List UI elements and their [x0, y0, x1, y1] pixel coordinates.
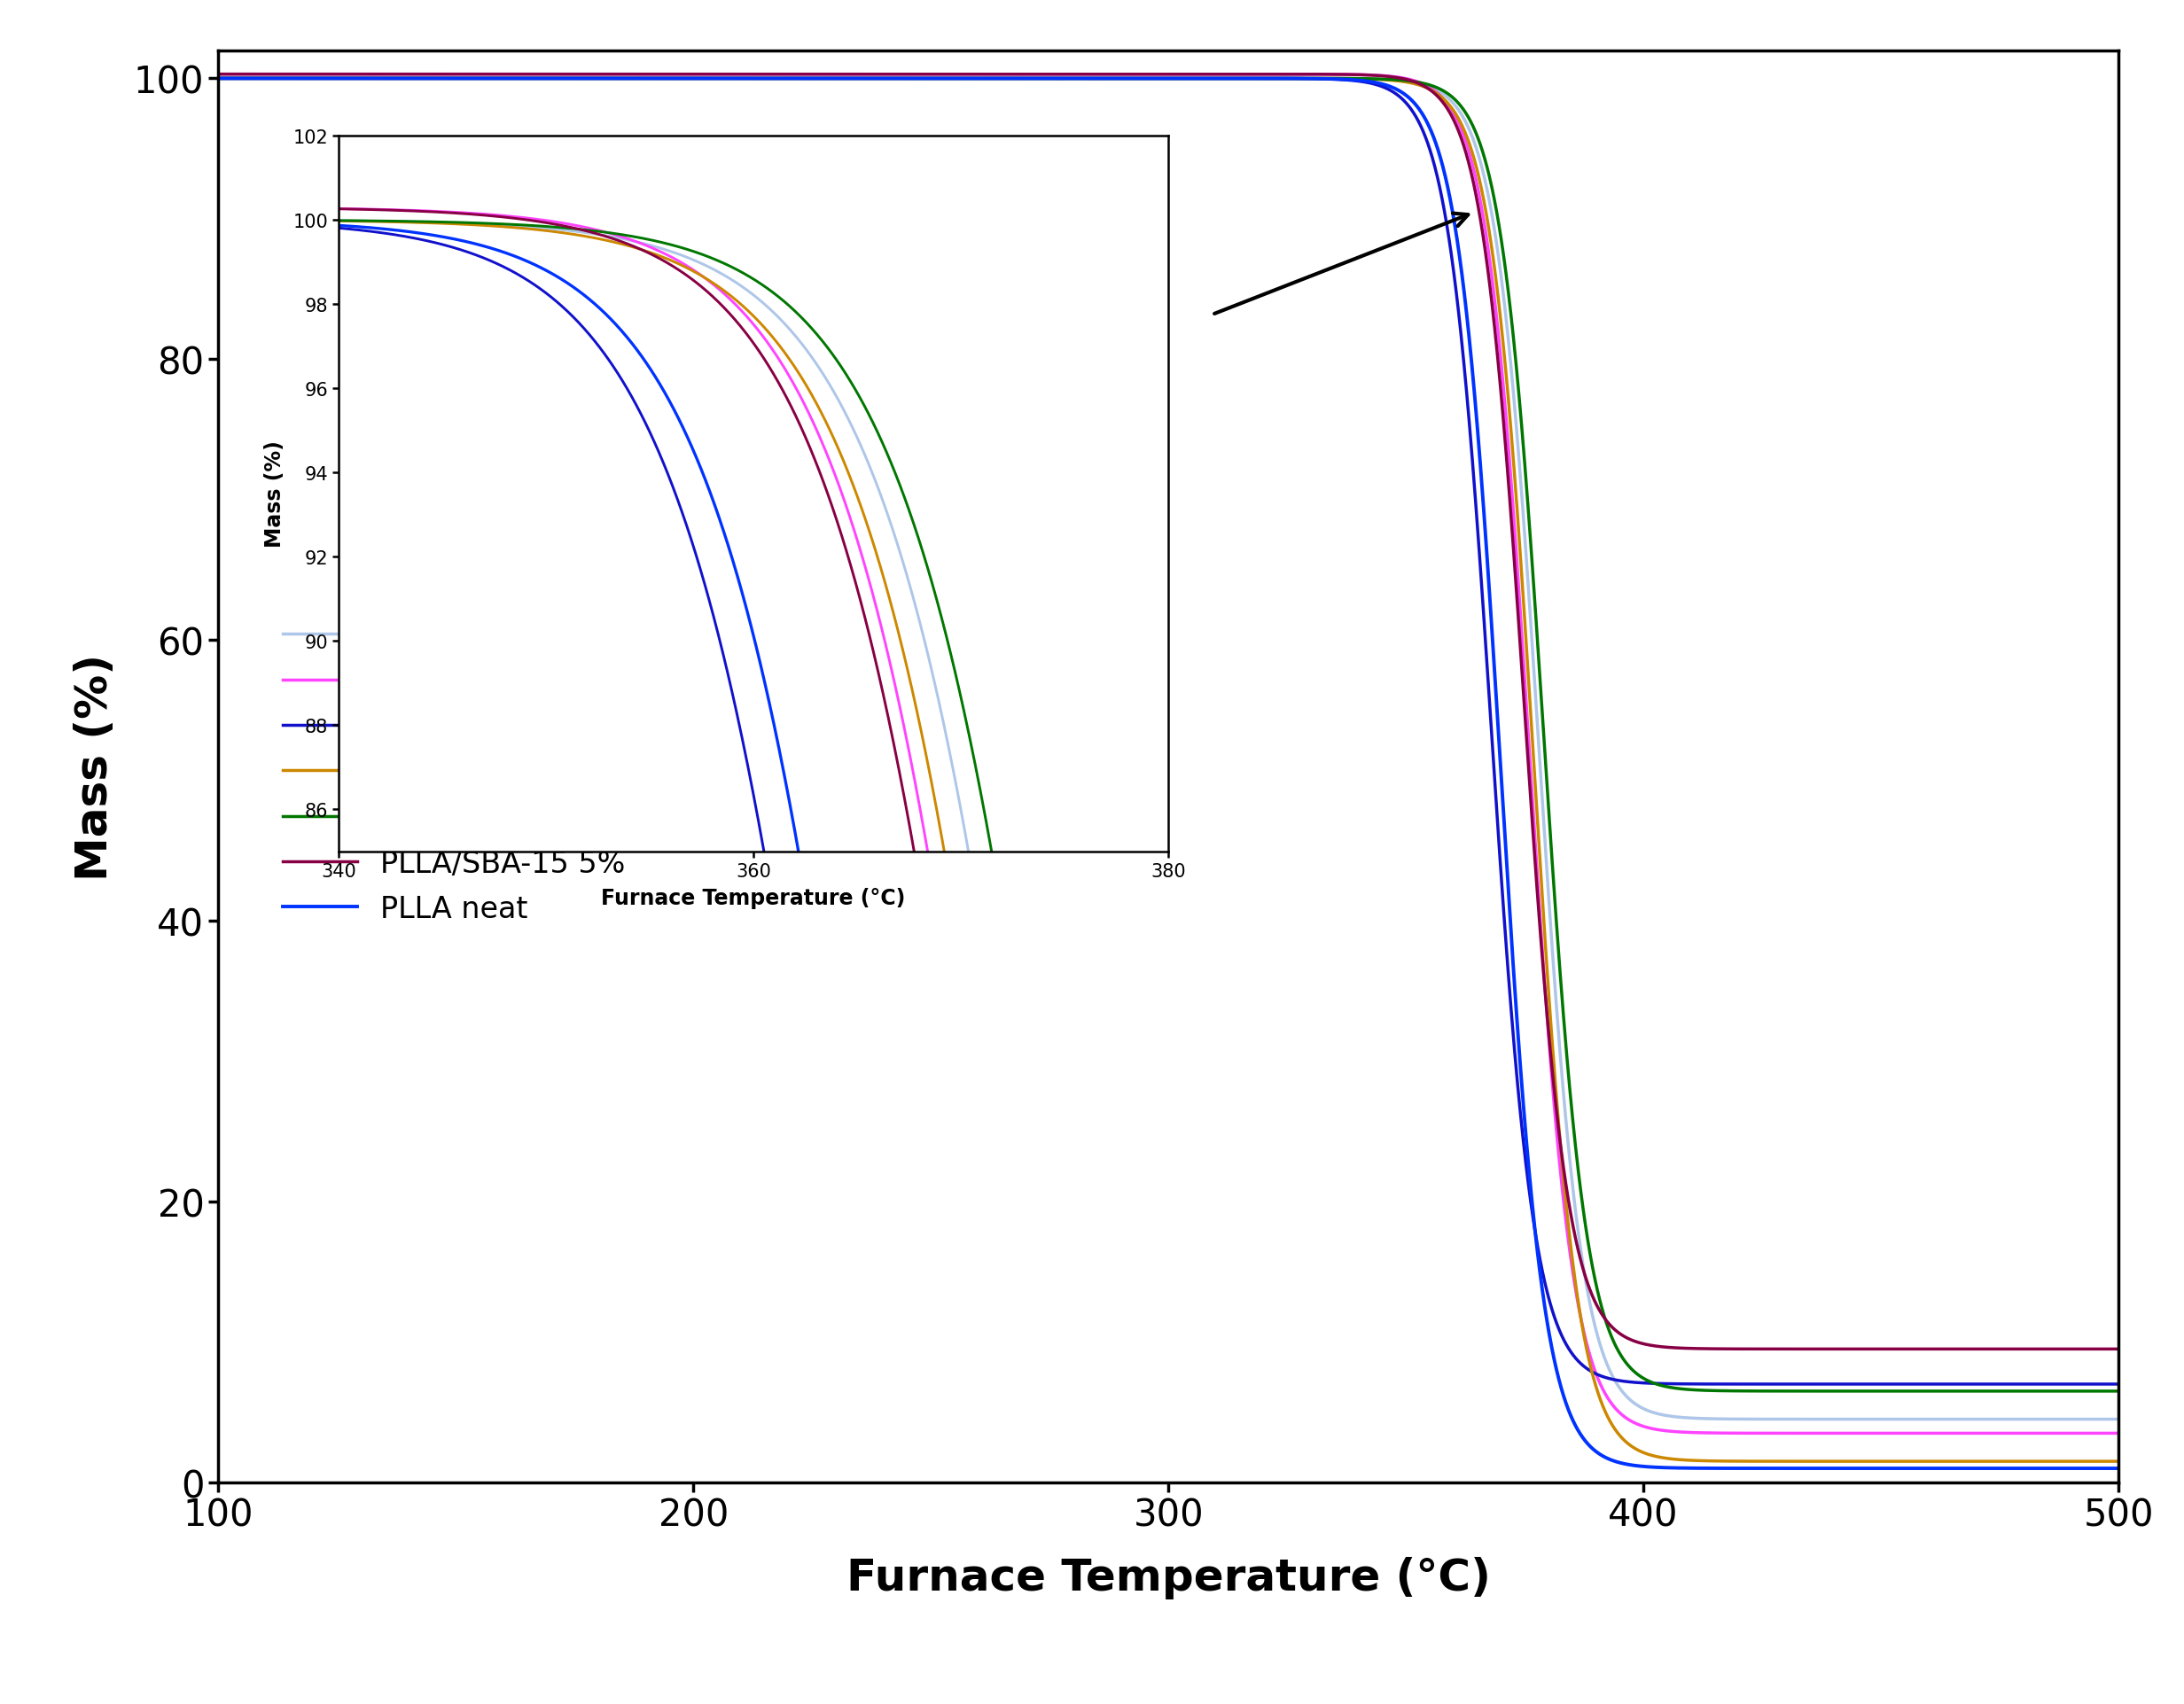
PLLA neat [1002, 68, 1029, 89]
PLLA/MCF 2.5% [1952, 1423, 1979, 1443]
PLLA/SBA-15 5% [2105, 1339, 2132, 1360]
PLLA/SBA-15 2.5% [1586, 1285, 1612, 1305]
PLLA/SBA-15 2.5% [205, 68, 232, 89]
PLLA neat [1586, 1443, 1612, 1464]
PLLA/MCF 1% [1018, 68, 1044, 89]
PLLA/MCF 5% [1002, 68, 1029, 89]
PLLA/MCF 1% [1586, 1329, 1612, 1350]
PLLA/SBA-15 1% [205, 68, 232, 89]
PLLA/MCF 2.5% [1002, 65, 1029, 85]
PLLA/MCF 5% [2105, 1373, 2132, 1394]
PLLA/SBA-15 1% [1586, 1385, 1612, 1406]
PLLA neat [1018, 68, 1044, 89]
X-axis label: Furnace Temperature (°C): Furnace Temperature (°C) [847, 1556, 1489, 1598]
PLLA/SBA-15 1% [2105, 1452, 2132, 1472]
PLLA/SBA-15 2.5% [1952, 1380, 1979, 1401]
Line: PLLA/MCF 1%: PLLA/MCF 1% [218, 78, 2118, 1419]
PLLA/SBA-15 1% [1018, 68, 1044, 89]
PLLA/SBA-15 5% [2046, 1339, 2073, 1360]
PLLA/MCF 2.5% [2046, 1423, 2073, 1443]
PLLA neat [1952, 1459, 1979, 1479]
PLLA/SBA-15 5% [1107, 65, 1133, 85]
X-axis label: Furnace Temperature (°C): Furnace Temperature (°C) [601, 888, 906, 908]
PLLA/MCF 2.5% [205, 65, 232, 85]
Line: PLLA/MCF 2.5%: PLLA/MCF 2.5% [218, 75, 2118, 1433]
PLLA/MCF 2.5% [1018, 65, 1044, 85]
Line: PLLA neat: PLLA neat [218, 78, 2118, 1469]
Y-axis label: Mass (%): Mass (%) [264, 441, 286, 547]
PLLA/SBA-15 1% [1107, 68, 1133, 89]
PLLA neat [2046, 1459, 2073, 1479]
PLLA/MCF 5% [1107, 68, 1133, 89]
PLLA/MCF 1% [2046, 1409, 2073, 1430]
PLLA/SBA-15 1% [1002, 68, 1029, 89]
PLLA/MCF 2.5% [1107, 65, 1133, 85]
Line: PLLA/SBA-15 1%: PLLA/SBA-15 1% [218, 78, 2118, 1462]
PLLA/SBA-15 1% [2046, 1452, 2073, 1472]
PLLA/MCF 1% [2105, 1409, 2132, 1430]
PLLA/SBA-15 5% [205, 65, 232, 85]
Line: PLLA/MCF 5%: PLLA/MCF 5% [218, 78, 2118, 1384]
PLLA/SBA-15 1% [1952, 1452, 1979, 1472]
PLLA/SBA-15 2.5% [2046, 1380, 2073, 1401]
PLLA/SBA-15 5% [1952, 1339, 1979, 1360]
Line: PLLA/SBA-15 2.5%: PLLA/SBA-15 2.5% [218, 78, 2118, 1390]
PLLA/MCF 5% [2046, 1373, 2073, 1394]
PLLA/MCF 5% [1586, 1365, 1612, 1385]
PLLA neat [1107, 68, 1133, 89]
PLLA/MCF 1% [1107, 68, 1133, 89]
PLLA/SBA-15 5% [1002, 65, 1029, 85]
PLLA/SBA-15 2.5% [1018, 68, 1044, 89]
PLLA/MCF 2.5% [1586, 1370, 1612, 1390]
PLLA/MCF 5% [1952, 1373, 1979, 1394]
Line: PLLA/SBA-15 5%: PLLA/SBA-15 5% [218, 75, 2118, 1350]
PLLA/SBA-15 5% [1018, 65, 1044, 85]
PLLA/SBA-15 2.5% [1002, 68, 1029, 89]
PLLA neat [205, 68, 232, 89]
PLLA/MCF 5% [205, 68, 232, 89]
Y-axis label: Mass (%): Mass (%) [74, 653, 116, 881]
PLLA/MCF 1% [1002, 68, 1029, 89]
PLLA/MCF 2.5% [2105, 1423, 2132, 1443]
PLLA/SBA-15 2.5% [2105, 1380, 2132, 1401]
Legend: PLLA/MCF 1%, PLLA/MCF 2.5%, PLLA/MCF 5%, PLLA/SBA-15 1%, PLLA/SBA-15 2.5%, PLLA/: PLLA/MCF 1%, PLLA/MCF 2.5%, PLLA/MCF 5%,… [271, 610, 666, 935]
PLLA/SBA-15 5% [1586, 1298, 1612, 1319]
PLLA/MCF 5% [1018, 68, 1044, 89]
PLLA/MCF 1% [205, 68, 232, 89]
PLLA/SBA-15 2.5% [1107, 68, 1133, 89]
PLLA neat [2105, 1459, 2132, 1479]
PLLA/MCF 1% [1952, 1409, 1979, 1430]
